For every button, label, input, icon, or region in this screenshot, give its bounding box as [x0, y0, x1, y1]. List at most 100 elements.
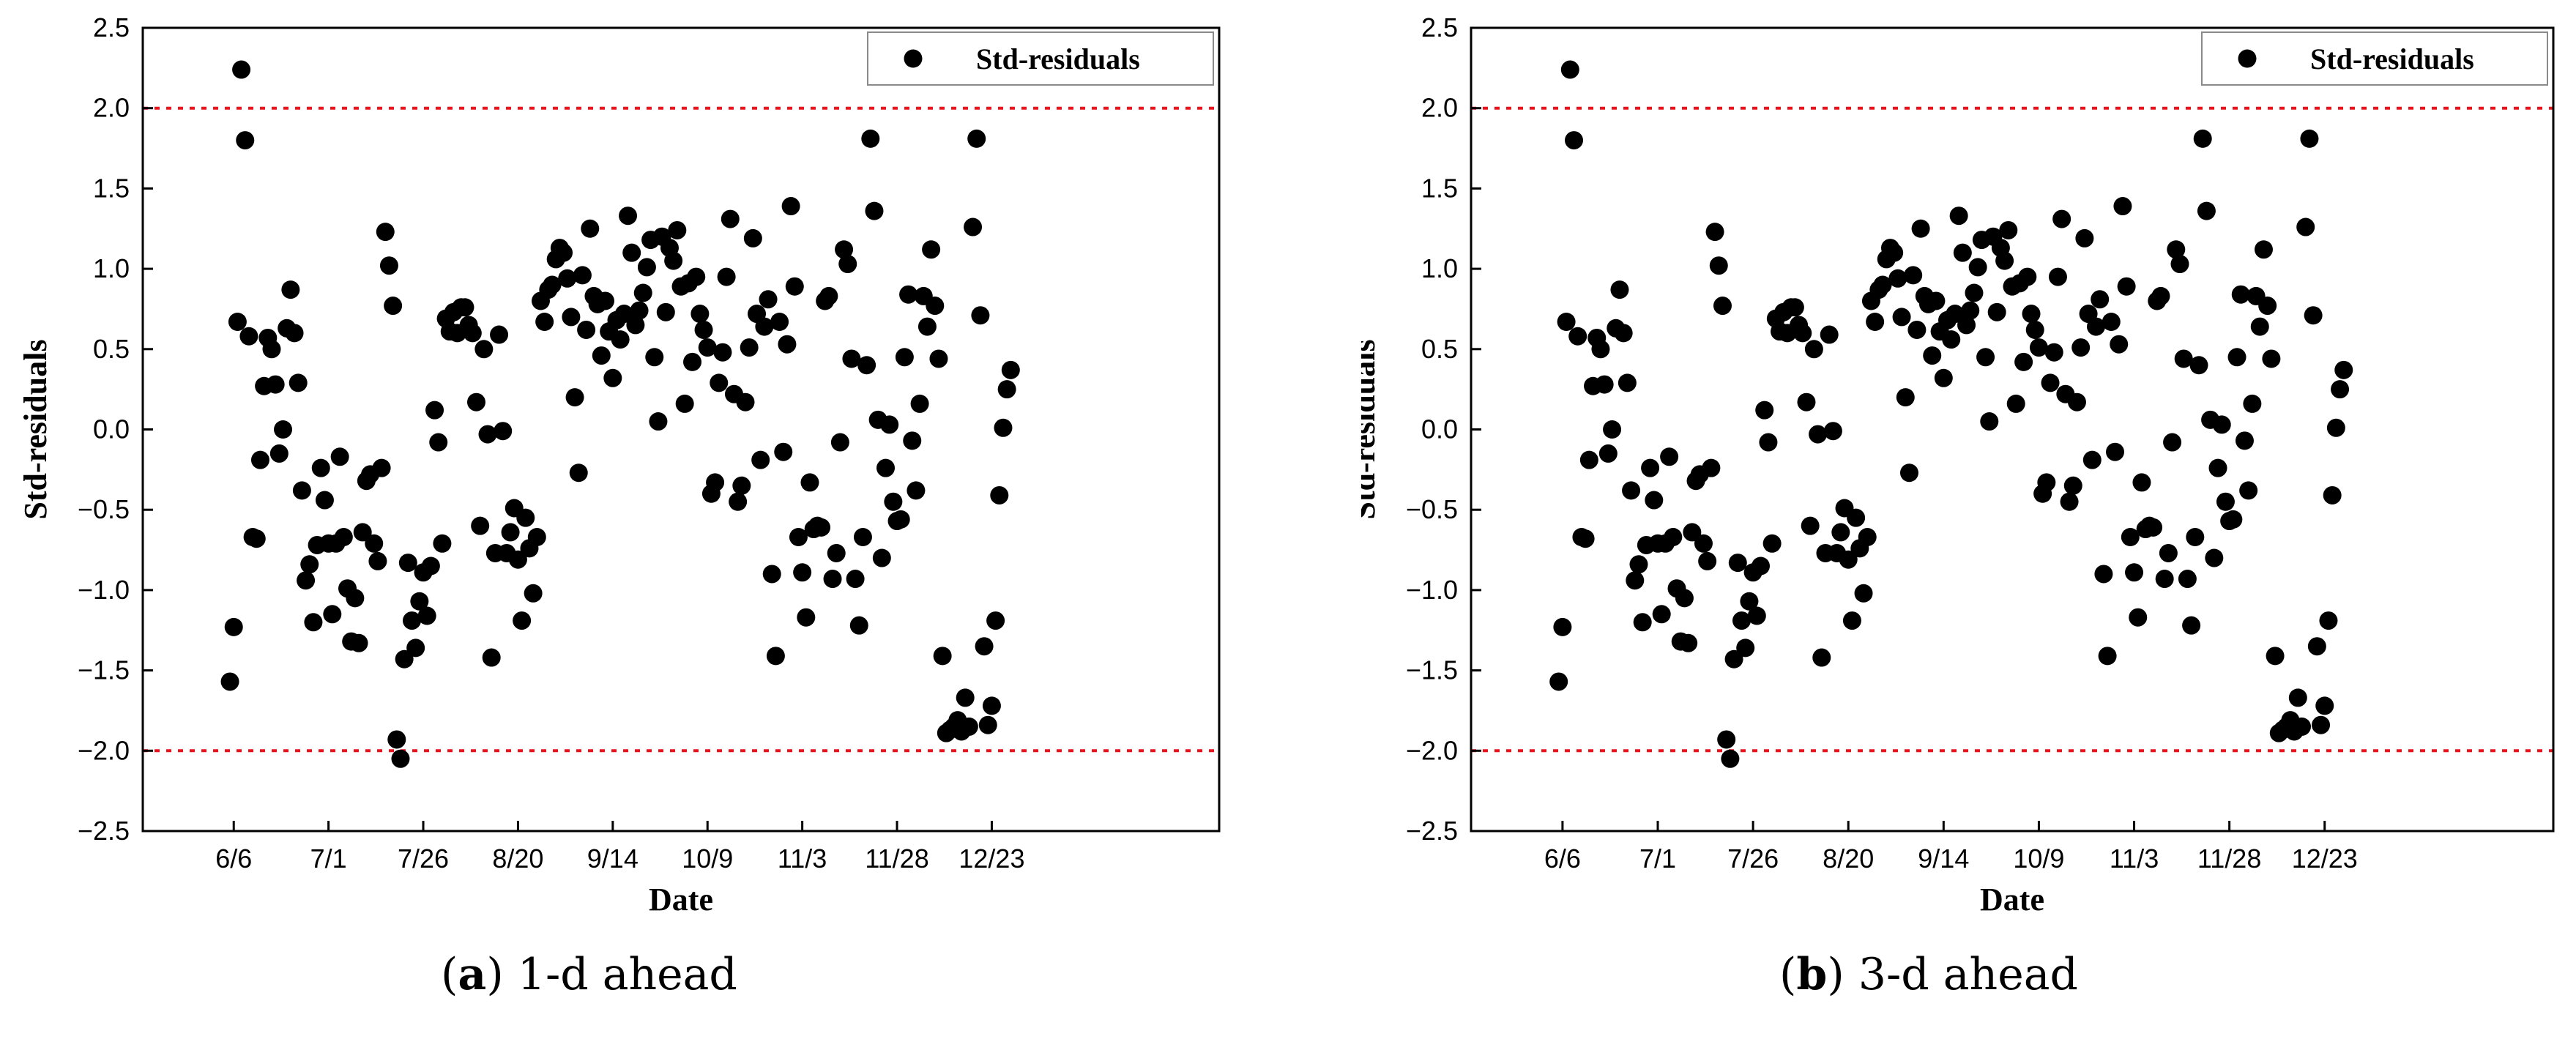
data-point-a-29 — [330, 447, 349, 466]
data-point-b-106 — [1953, 243, 1972, 262]
y-tick-label-a-9: 2.0 — [93, 93, 130, 123]
x-tick-label-b-0: 6/6 — [1544, 844, 1581, 874]
data-point-a-24 — [311, 458, 330, 477]
data-point-b-71 — [1820, 325, 1839, 344]
data-point-b-95 — [1911, 219, 1930, 238]
data-point-b-12 — [1595, 375, 1614, 394]
data-point-a-140 — [751, 450, 770, 469]
data-point-a-99 — [595, 291, 614, 310]
data-point-b-22 — [1633, 613, 1652, 632]
data-point-a-4 — [236, 131, 255, 150]
data-point-b-62 — [1785, 298, 1804, 317]
y-tick-label-a-3: −1.0 — [78, 575, 130, 605]
x-tick-label-b-5: 10/9 — [2013, 844, 2064, 874]
data-point-b-145 — [2102, 313, 2121, 332]
data-point-a-44 — [387, 730, 406, 749]
data-point-a-45 — [391, 749, 410, 768]
data-point-a-89 — [558, 269, 577, 288]
data-point-a-19 — [292, 481, 311, 500]
data-point-a-25 — [315, 491, 334, 510]
data-point-b-150 — [2121, 527, 2140, 546]
data-point-a-12 — [266, 375, 285, 394]
data-point-b-68 — [1809, 425, 1828, 444]
y-axis-title-b: Std-residuals — [1361, 339, 1382, 519]
data-point-b-80 — [1854, 584, 1873, 603]
x-tick-label-a-8: 12/23 — [958, 844, 1024, 874]
data-point-b-163 — [2170, 255, 2189, 274]
data-point-b-184 — [2250, 317, 2269, 336]
data-point-b-202 — [2319, 611, 2338, 630]
data-point-b-8 — [1579, 450, 1598, 469]
x-axis-title-a: Date — [649, 882, 713, 917]
data-point-b-85 — [1873, 275, 1892, 294]
data-point-a-38 — [365, 534, 384, 553]
data-point-a-204 — [994, 418, 1013, 437]
data-point-b-16 — [1610, 280, 1629, 299]
x-tick-label-a-7: 11/28 — [865, 844, 928, 874]
data-point-a-178 — [895, 348, 914, 367]
data-point-b-186 — [2258, 297, 2277, 316]
data-point-a-160 — [827, 543, 846, 562]
data-point-b-152 — [2129, 608, 2148, 627]
data-point-b-108 — [1961, 301, 1980, 320]
data-point-b-164 — [2174, 349, 2193, 368]
data-point-a-167 — [853, 527, 872, 546]
data-point-a-195 — [959, 717, 978, 736]
data-point-b-65 — [1797, 392, 1816, 411]
data-point-a-42 — [379, 256, 398, 275]
data-point-b-181 — [2239, 481, 2258, 500]
data-point-a-56 — [433, 534, 452, 553]
x-tick-label-a-4: 9/14 — [587, 844, 639, 874]
data-point-a-107 — [626, 316, 645, 335]
data-point-a-101 — [603, 368, 622, 387]
data-point-a-103 — [611, 330, 630, 349]
data-point-b-132 — [2052, 209, 2071, 228]
data-point-b-194 — [2288, 688, 2307, 707]
data-point-b-78 — [1847, 508, 1866, 527]
data-point-a-67 — [474, 340, 494, 359]
data-point-a-181 — [907, 481, 926, 500]
data-point-a-124 — [690, 305, 710, 324]
data-point-b-182 — [2243, 394, 2262, 413]
data-point-a-0 — [220, 672, 239, 691]
x-tick-label-a-0: 6/6 — [215, 844, 252, 874]
data-point-b-19 — [1622, 481, 1641, 500]
data-point-b-172 — [2205, 548, 2224, 567]
data-point-a-206 — [1001, 360, 1020, 379]
x-tick-label-b-2: 7/26 — [1727, 844, 1779, 874]
data-point-b-39 — [1698, 551, 1717, 570]
plot-frame-a — [141, 26, 1221, 833]
chart-panel-b: −2.5 −2.0 −1.5 −1.0 −0.5 0.0 0.5 1.0 1.5 2.0 2.5 6/… — [1361, 0, 2576, 1039]
data-point-a-146 — [774, 442, 793, 461]
legend-box-b — [2201, 31, 2548, 86]
data-point-b-5 — [1568, 327, 1587, 346]
data-point-b-179 — [2231, 285, 2250, 304]
data-point-b-17 — [1614, 324, 1633, 343]
data-point-b-44 — [1717, 730, 1736, 749]
data-point-b-3 — [1560, 60, 1579, 79]
data-point-a-138 — [743, 228, 762, 247]
data-point-b-40 — [1702, 458, 1721, 477]
data-point-a-109 — [633, 283, 652, 302]
data-point-a-125 — [694, 320, 713, 339]
data-point-b-7 — [1576, 529, 1595, 548]
data-point-b-196 — [2296, 217, 2315, 237]
data-point-b-140 — [2082, 450, 2102, 469]
data-point-a-150 — [789, 527, 808, 546]
data-point-b-188 — [2266, 647, 2285, 666]
scatter-plot-b: −2.5 −2.0 −1.5 −1.0 −0.5 0.0 0.5 1.0 1.5 2.0 2.5 6/… — [1361, 12, 2555, 917]
data-point-a-66 — [471, 516, 490, 535]
y-tick-label-a-2: −1.5 — [78, 655, 130, 685]
data-point-b-55 — [1759, 433, 1778, 452]
data-point-a-40 — [372, 458, 391, 477]
data-point-b-72 — [1823, 422, 1842, 441]
y-tick-label-a-1: −2.0 — [78, 735, 130, 765]
data-point-a-112 — [645, 348, 664, 367]
data-point-b-142 — [2091, 290, 2110, 309]
data-point-b-117 — [1995, 251, 2014, 270]
data-point-b-187 — [2262, 349, 2281, 368]
data-point-b-34 — [1679, 633, 1698, 652]
data-point-a-130 — [713, 343, 732, 362]
data-point-b-76 — [1839, 550, 1858, 569]
data-point-a-13 — [269, 444, 289, 463]
